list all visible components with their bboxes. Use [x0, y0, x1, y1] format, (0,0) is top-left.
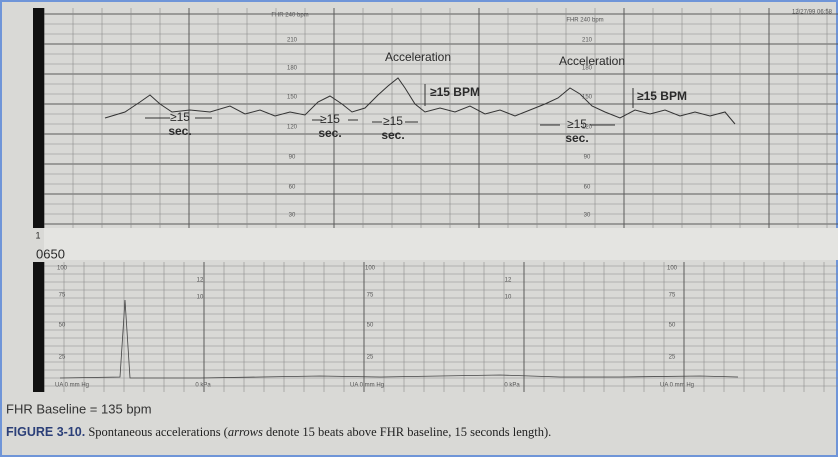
fhr-scale-label: 60: [289, 185, 296, 191]
fhr-scale-label: 180: [287, 66, 298, 72]
ua-scale-label: 100: [667, 266, 678, 272]
amount-label: ≥15 BPM: [637, 89, 687, 103]
kpa-scale-label: 10: [197, 295, 204, 301]
ua-scale-label: 100: [57, 266, 68, 272]
fhr-scale-label: 90: [584, 155, 591, 161]
strip-time: 0650: [36, 246, 65, 261]
duration-label: sec.: [381, 128, 404, 142]
ua-zero-label: UA 0 mm Hg: [55, 383, 89, 389]
kpa-scale-label: 12: [505, 278, 512, 284]
amount-label: ≥15 BPM: [430, 85, 480, 99]
fhr-scale-label: 150: [287, 95, 298, 101]
duration-label: sec.: [318, 126, 341, 140]
divider: [44, 228, 838, 260]
kpa-scale-label: 12: [197, 278, 204, 284]
kpa-zero-label: 0 kPa: [195, 383, 211, 389]
duration-label: ≥15: [320, 112, 340, 126]
fhr-scale-label: 90: [289, 155, 296, 161]
ua-scale-label: 25: [367, 355, 374, 361]
kpa-zero-label: 0 kPa: [504, 383, 520, 389]
duration-label: ≥15: [383, 114, 403, 128]
fhr-scale-label: 30: [289, 213, 296, 219]
page: FHR 240 bpm FHR 240 bpm 12/27/99 06:58 210 1…: [0, 0, 838, 457]
ua-scale-label: 50: [367, 323, 374, 329]
caption-part: denote 15 beats above FHR baseline, 15 s…: [263, 425, 551, 439]
ua-scale-label: 75: [367, 293, 374, 299]
ua-scale-label: 25: [669, 355, 676, 361]
timestamp: 12/27/99 06:58: [792, 10, 833, 16]
ua-scale-label: 50: [59, 323, 66, 329]
caption-part: Spontaneous accelerations (: [85, 425, 228, 439]
fhr-scale-label: 30: [584, 213, 591, 219]
strip-header: FHR 240 bpm: [271, 13, 308, 19]
fhr-scale-label: 120: [287, 125, 298, 131]
acceleration-label: Acceleration: [385, 50, 451, 64]
page-marker: 1: [35, 230, 40, 240]
duration-label: ≥15: [170, 110, 190, 124]
caption: FIGURE 3-10. Spontaneous accelerations (…: [6, 425, 551, 439]
fhr-scale-label: 60: [584, 185, 591, 191]
ua-scale-label: 75: [669, 293, 676, 299]
ua-scale-label: 75: [59, 293, 66, 299]
ua-scale-label: 100: [365, 266, 376, 272]
strip-header: FHR 240 bpm: [566, 18, 603, 24]
strip-edge: [33, 262, 44, 392]
acceleration-label: Acceleration: [559, 54, 625, 68]
duration-label: sec.: [168, 124, 191, 138]
ua-zero-label: UA 0 mm Hg: [660, 383, 694, 389]
baseline-note: FHR Baseline = 135 bpm: [6, 401, 152, 416]
ua-scale-label: 25: [59, 355, 66, 361]
duration-label: ≥15: [567, 117, 587, 131]
ua-zero-label: UA 0 mm Hg: [350, 383, 384, 389]
fhr-scale-label: 210: [287, 38, 298, 44]
caption-part: arrows: [228, 425, 263, 439]
duration-label: sec.: [565, 131, 588, 145]
fhr-scale-label: 210: [582, 38, 593, 44]
kpa-scale-label: 10: [505, 295, 512, 301]
ua-scale-label: 50: [669, 323, 676, 329]
caption-part: FIGURE 3-10.: [6, 425, 85, 439]
strip-edge: [33, 8, 44, 228]
fhr-scale-label: 150: [582, 95, 593, 101]
